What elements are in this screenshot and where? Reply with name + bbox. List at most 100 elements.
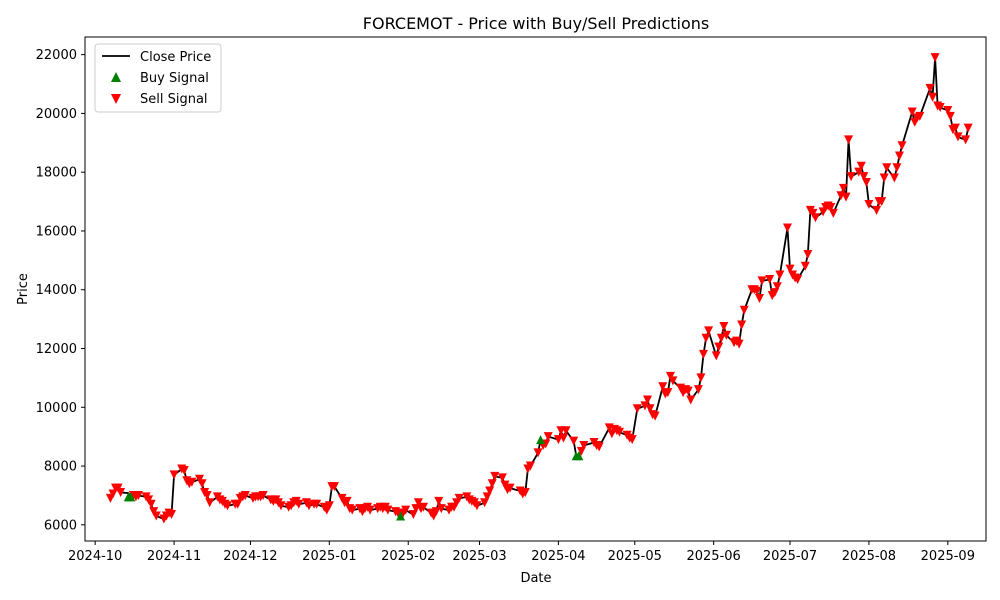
y-tick-label: 8000: [44, 460, 77, 475]
sell-signal-marker: [721, 330, 731, 340]
sell-signal-marker: [945, 111, 955, 121]
sell-signal-marker: [935, 103, 945, 113]
sell-signal-marker: [383, 505, 393, 515]
sell-signal-marker: [882, 163, 892, 173]
y-tick-label: 18000: [36, 166, 77, 181]
sell-signal-marker: [543, 432, 553, 442]
sell-signal-marker: [179, 465, 189, 475]
x-tick-label: 2025-02: [381, 549, 435, 564]
sell-signal-marker: [485, 486, 495, 496]
sell-signal-marker: [879, 173, 889, 183]
sell-signal-marker: [434, 496, 444, 506]
legend: Close Price Buy Signal Sell Signal: [94, 43, 222, 113]
sell-signal-marker: [894, 151, 904, 161]
sell-signal-marker: [897, 141, 907, 151]
sell-signal-marker: [719, 321, 729, 331]
sell-signal-marker: [716, 333, 726, 343]
sell-signal-marker: [329, 482, 339, 492]
chart-title: FORCEMOT - Price with Buy/Sell Predictio…: [363, 14, 709, 33]
sell-signal-marker: [223, 501, 233, 511]
x-tick-label: 2025-01: [302, 549, 356, 564]
sell-signal-marker: [276, 501, 286, 511]
x-tick-label: 2024-12: [223, 549, 277, 564]
sell-signal-marker: [953, 132, 963, 142]
axes-background: [85, 37, 986, 541]
sell-signal-marker: [579, 440, 589, 450]
sell-signal-marker: [401, 505, 411, 515]
x-tick-label: 2025-06: [686, 549, 740, 564]
sell-signal-marker: [928, 92, 938, 102]
sell-signal-marker: [614, 427, 624, 437]
buy-signal-marker: [396, 511, 406, 521]
sell-signal-marker: [342, 496, 352, 506]
sell-signal-marker: [431, 507, 441, 517]
sell-signal-marker: [642, 395, 652, 405]
y-tick-label: 22000: [36, 48, 77, 63]
sell-signal-marker: [205, 498, 215, 508]
sell-signal-marker: [782, 223, 792, 233]
sell-signal-marker: [844, 135, 854, 145]
sell-signal-marker: [490, 471, 500, 481]
sell-signal-marker: [304, 501, 314, 511]
sell-signal-marker: [793, 274, 803, 284]
sell-signal-marker: [963, 123, 973, 133]
sell-signal-marker: [739, 305, 749, 315]
plot-area: 2024-10 2024-11 2024-12 2025-01 2025-02 2025-…: [36, 36, 987, 564]
sell-signal-marker: [133, 490, 143, 500]
x-tick-label: 2025-03: [452, 549, 506, 564]
sell-signal-marker: [197, 479, 207, 489]
sell-signal-marker: [413, 498, 423, 508]
sell-signal-marker: [737, 320, 747, 330]
sell-signal-marker: [487, 479, 497, 489]
sell-signal-marker: [151, 511, 161, 521]
sell-signal-marker: [569, 436, 579, 446]
sell-signal-marker: [734, 339, 744, 349]
sell-signal-marker: [889, 173, 899, 183]
x-axis-label: Date: [520, 571, 551, 586]
legend-close-label: Close Price: [140, 50, 211, 65]
sell-signal-marker: [505, 483, 515, 493]
sell-signal-marker: [864, 200, 874, 210]
signals-layer: [105, 53, 973, 524]
sell-signal-marker: [861, 177, 871, 187]
sell-signal-marker: [693, 385, 703, 395]
sell-signal-marker: [419, 502, 429, 512]
sell-signal-marker: [525, 461, 535, 471]
sell-signal-marker: [757, 276, 767, 286]
legend-buy-marker: [111, 72, 121, 82]
sell-signal-marker: [872, 205, 882, 215]
x-tick-label: 2025-05: [608, 549, 662, 564]
sell-signal-marker: [800, 261, 810, 271]
sell-signal-marker: [892, 163, 902, 173]
sell-signal-marker: [632, 404, 642, 414]
sell-signal-marker: [650, 411, 660, 421]
sell-signal-marker: [497, 473, 507, 483]
sell-signal-marker: [754, 294, 764, 304]
sell-signal-marker: [907, 107, 917, 117]
sell-signal-marker: [627, 435, 637, 445]
x-tick-label: 2024-11: [147, 549, 201, 564]
sell-signal-marker: [915, 111, 925, 121]
sell-signal-marker: [553, 435, 563, 445]
sell-signal-marker: [116, 488, 126, 498]
sell-signal-marker: [645, 404, 655, 414]
y-tick-label: 20000: [36, 107, 77, 122]
sell-signal-marker: [810, 213, 820, 223]
sell-signal-marker: [658, 382, 668, 392]
legend-buy-label: Buy Signal: [140, 71, 209, 86]
sell-signal-marker: [877, 197, 887, 207]
buy-signal-marker: [126, 492, 136, 502]
y-tick-label: 10000: [36, 401, 77, 416]
sell-signal-marker: [561, 426, 571, 436]
sell-signal-marker: [838, 183, 848, 193]
sell-signal-marker: [169, 470, 179, 480]
sell-signal-marker: [365, 505, 375, 515]
sell-signal-marker: [961, 135, 971, 145]
sell-signal-marker: [752, 286, 762, 296]
sell-signal-marker: [704, 326, 714, 336]
sell-signal-marker: [663, 388, 673, 398]
sell-signal-marker: [520, 488, 530, 498]
sell-signal-marker: [258, 490, 268, 500]
y-tick-label: 14000: [36, 283, 77, 298]
sell-signal-marker: [925, 83, 935, 93]
